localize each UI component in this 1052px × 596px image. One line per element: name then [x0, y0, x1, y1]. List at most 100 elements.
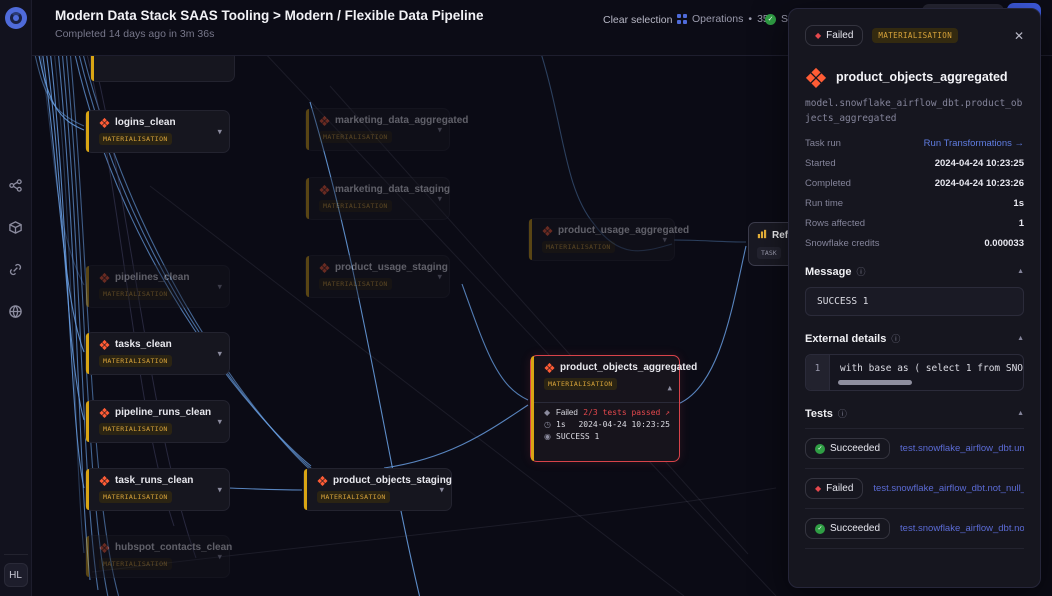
- detail-value: 0.000033: [984, 238, 1024, 250]
- pipeline-graph-icon[interactable]: [8, 177, 24, 193]
- materialisation-badge: MATERIALISATION: [317, 491, 390, 503]
- test-row: ✓ Succeeded test.snowflake_airflow_dbt.n…: [805, 509, 1024, 550]
- detail-label: Snowflake credits: [805, 238, 880, 250]
- failed-diamond-icon: ◆: [815, 30, 822, 40]
- test-link[interactable]: test.snowflake_airflow_dbt.unique_pro: [900, 443, 1024, 455]
- node-accent-stripe: [306, 178, 309, 219]
- materialisation-badge: MATERIALISATION: [319, 200, 392, 212]
- node-hubspot-contacts-clean[interactable]: hubspot_contacts_clean MATERIALISATION ▾: [85, 535, 232, 578]
- node-accent-stripe: [529, 219, 532, 260]
- detail-value: 2024-04-24 10:23:26: [934, 178, 1024, 190]
- node-product-usage-staging[interactable]: product_usage_staging MATERIALISATION ▾: [305, 255, 450, 298]
- detail-value: 1: [1018, 218, 1024, 230]
- node-clipped[interactable]: [90, 56, 235, 82]
- node-accent-stripe: [306, 256, 309, 297]
- collapse-caret-icon[interactable]: ▲: [1017, 410, 1024, 418]
- dbt-icon: [99, 117, 110, 128]
- node-tasks-clean[interactable]: tasks_clean MATERIALISATION ▾: [85, 332, 230, 375]
- test-status-label: Succeeded: [830, 443, 881, 455]
- chevron-down-icon[interactable]: ▾: [217, 551, 222, 561]
- chevron-down-icon[interactable]: ▾: [437, 271, 442, 281]
- link-icon[interactable]: [8, 261, 24, 277]
- materialisation-badge: MATERIALISATION: [319, 278, 392, 290]
- node-product-usage-aggregated[interactable]: product_usage_aggregated MATERIALISATION…: [528, 218, 689, 261]
- node-label: product_usage_aggregated: [558, 225, 690, 236]
- chevron-down-icon[interactable]: ▾: [217, 281, 222, 291]
- chevron-down-icon[interactable]: ▾: [437, 193, 442, 203]
- materialisation-badge: MATERIALISATION: [99, 288, 172, 300]
- node-accent-stripe: [531, 356, 534, 461]
- test-status-chip: ✓ Succeeded: [805, 438, 891, 460]
- materialisation-badge: MATERIALISATION: [319, 131, 392, 143]
- info-icon: ⓘ: [856, 267, 866, 278]
- cube-icon[interactable]: [8, 219, 24, 235]
- app-sidebar: HL: [0, 0, 32, 596]
- materialisation-badge: MATERIALISATION: [99, 133, 172, 145]
- horizontal-scrollbar[interactable]: [838, 380, 912, 386]
- node-label: Refre: [772, 230, 798, 241]
- model-path: model.snowflake_airflow_dbt.product_obje…: [805, 98, 1023, 125]
- detail-row-rows-affected: Rows affected 1: [805, 218, 1024, 229]
- detail-label: Run time: [805, 198, 844, 210]
- dbt-icon: [319, 115, 330, 126]
- clear-selection-button[interactable]: Clear selection: [603, 14, 673, 26]
- chevron-down-icon[interactable]: ▾: [437, 124, 442, 134]
- node-accent-stripe: [86, 536, 89, 577]
- test-status-label: Failed: [826, 483, 854, 495]
- collapse-caret-icon[interactable]: ▲: [1017, 335, 1024, 343]
- dbt-icon: [99, 407, 110, 418]
- chevron-up-icon[interactable]: ▴: [667, 382, 672, 393]
- node-marketing-data-staging[interactable]: marketing_data_staging MATERIALISATION ▾: [305, 177, 450, 220]
- node-accent-stripe: [86, 266, 89, 307]
- node-divider: [531, 402, 679, 403]
- node-product-objects-aggregated-selected[interactable]: product_objects_aggregated MATERIALISATI…: [530, 355, 697, 462]
- dbt-icon: [99, 475, 110, 486]
- operations-count: 35: [757, 13, 769, 25]
- chevron-down-icon[interactable]: ▾: [439, 484, 444, 494]
- operations-counter[interactable]: Operations • 35: [677, 13, 769, 25]
- node-label: product_usage_staging: [335, 262, 448, 273]
- chevron-down-icon[interactable]: ▾: [217, 484, 222, 494]
- node-timestamp: 2024-04-24 10:23:25: [578, 420, 670, 429]
- node-accent-stripe: [86, 111, 89, 152]
- node-accent-stripe: [304, 469, 307, 510]
- materialisation-badge: MATERIALISATION: [542, 241, 615, 253]
- node-accent-stripe: [86, 333, 89, 374]
- dbt-icon: [544, 362, 555, 373]
- materialisation-badge: MATERIALISATION: [544, 378, 617, 390]
- detail-row-snowflake-credits: Snowflake credits 0.000033: [805, 238, 1024, 249]
- dag-canvas[interactable]: logins_clean MATERIALISATION ▾ marketing…: [32, 56, 1052, 596]
- dag-edges: [34, 56, 777, 596]
- app-logo-icon[interactable]: [4, 7, 27, 29]
- test-row: ✓ Succeeded test.snowflake_airflow_dbt.u…: [805, 429, 1024, 470]
- node-task-runs-clean[interactable]: task_runs_clean MATERIALISATION ▾: [85, 468, 230, 511]
- tests-summary-link[interactable]: 2/3 tests passed ↗: [583, 408, 670, 417]
- chevron-down-icon[interactable]: ▾: [217, 348, 222, 358]
- dbt-icon: [319, 184, 330, 195]
- detail-label: Rows affected: [805, 218, 866, 230]
- success-check-icon: ✓: [815, 523, 825, 534]
- chevron-down-icon[interactable]: ▾: [217, 416, 222, 426]
- failed-diamond-icon: ◆: [815, 483, 822, 493]
- chevron-down-icon[interactable]: ▾: [662, 234, 667, 244]
- chevron-down-icon[interactable]: ▾: [217, 126, 222, 136]
- message-content: SUCCESS 1: [805, 287, 1024, 317]
- close-icon[interactable]: ✕: [1013, 28, 1024, 43]
- globe-icon[interactable]: [8, 303, 24, 319]
- user-avatar[interactable]: HL: [3, 563, 28, 587]
- chart-icon: [757, 229, 767, 242]
- node-label: tasks_clean: [115, 339, 172, 350]
- test-link[interactable]: test.snowflake_airflow_dbt.not_null_pr: [873, 483, 1024, 495]
- collapse-caret-icon[interactable]: ▲: [1017, 268, 1024, 276]
- node-label: marketing_data_aggregated: [335, 115, 469, 126]
- node-pipelines-clean[interactable]: pipelines_clean MATERIALISATION ▾: [85, 265, 230, 308]
- code-line-number: 1: [806, 355, 830, 391]
- node-runtime-row: ◷ 1s 2024-04-24 10:23:25: [544, 420, 670, 429]
- test-link[interactable]: test.snowflake_airflow_dbt.not_null_pr: [900, 523, 1024, 535]
- task-run-link[interactable]: Run Transformations →: [923, 138, 1024, 150]
- node-product-objects-staging[interactable]: product_objects_staging MATERIALISATION …: [303, 468, 452, 511]
- node-pipeline-runs-clean[interactable]: pipeline_runs_clean MATERIALISATION ▾: [85, 400, 230, 443]
- operations-separator: •: [748, 13, 753, 25]
- node-logins-clean[interactable]: logins_clean MATERIALISATION ▾: [85, 110, 230, 153]
- node-marketing-data-aggregated[interactable]: marketing_data_aggregated MATERIALISATIO…: [305, 108, 468, 151]
